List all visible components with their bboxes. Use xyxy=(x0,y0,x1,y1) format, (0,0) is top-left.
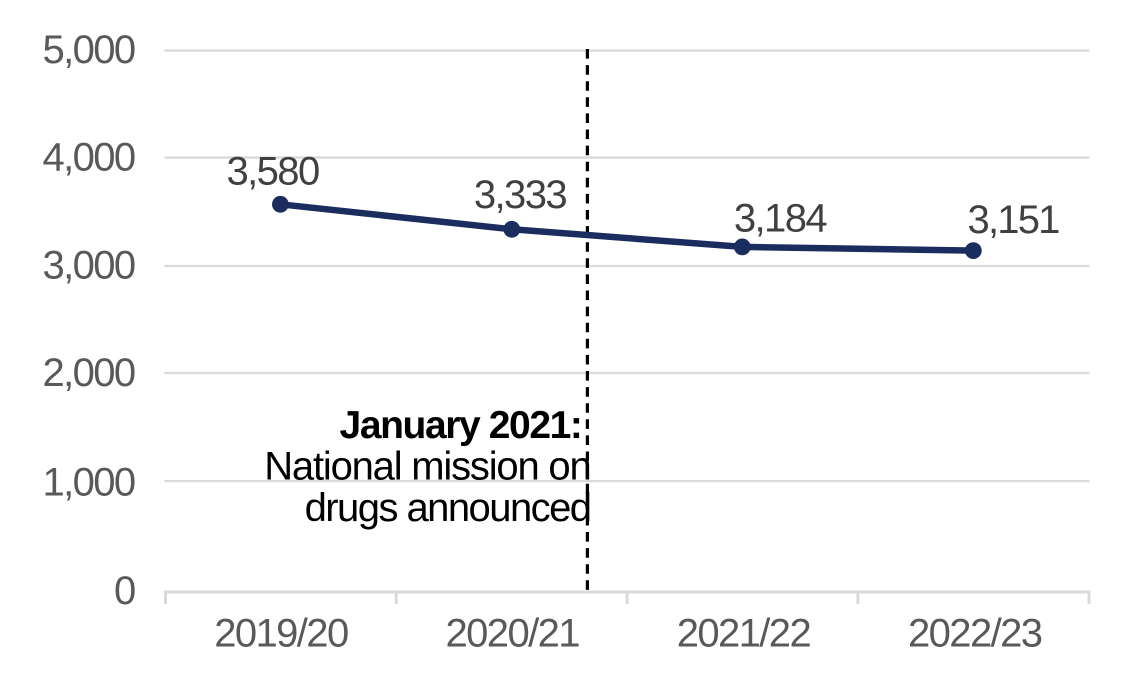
svg-text:2021/22: 2021/22 xyxy=(677,612,811,656)
svg-text:2,000: 2,000 xyxy=(42,351,134,395)
svg-text:3,580: 3,580 xyxy=(227,150,319,194)
svg-text:drugs announced: drugs announced xyxy=(305,486,591,530)
svg-text:4,000: 4,000 xyxy=(42,135,134,179)
svg-text:3,184: 3,184 xyxy=(734,197,827,241)
svg-text:3,333: 3,333 xyxy=(474,173,566,217)
svg-text:2022/23: 2022/23 xyxy=(908,612,1042,656)
svg-text:0: 0 xyxy=(114,569,135,613)
svg-text:3,151: 3,151 xyxy=(968,198,1060,242)
svg-text:5,000: 5,000 xyxy=(42,28,134,72)
svg-text:January 2021:: January 2021: xyxy=(340,404,582,447)
svg-text:2020/21: 2020/21 xyxy=(446,612,580,656)
svg-text:2019/20: 2019/20 xyxy=(214,612,348,656)
svg-text:3,000: 3,000 xyxy=(42,244,134,288)
svg-text:National mission on: National mission on xyxy=(264,445,590,489)
svg-text:1,000: 1,000 xyxy=(42,461,134,505)
